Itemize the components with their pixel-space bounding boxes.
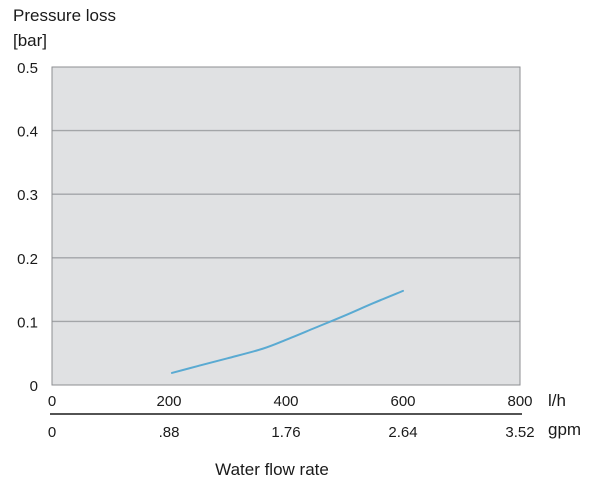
x-tick-labels-lh: 0 200 400 600 800 [48,393,533,410]
x-tick-label-lh: 0 [48,393,56,410]
x-tick-label-gpm: .88 [159,424,180,441]
x-tick-label-lh: 400 [273,393,298,410]
x-tick-label-gpm: 1.76 [271,424,300,441]
y-tick-label: 0.5 [17,60,38,77]
y-tick-labels: 0 0.1 0.2 0.3 0.4 0.5 [17,60,38,395]
x-tick-label-lh: 200 [156,393,181,410]
plot-area [52,67,520,385]
y-axis-unit: [bar] [13,31,47,50]
x-unit-gpm: gpm [548,420,581,439]
x-tick-labels-gpm: 0 .88 1.76 2.64 3.52 [48,424,535,441]
y-tick-label: 0.4 [17,124,38,141]
gridlines [52,129,520,323]
y-tick-label: 0.1 [17,314,38,331]
y-tick-label: 0.3 [17,187,38,204]
x-unit-lh: l/h [548,391,566,410]
series-group [170,289,404,374]
x-tick-label-gpm: 3.52 [505,424,534,441]
x-axis-title: Water flow rate [215,460,329,479]
y-axis-title: Pressure loss [13,6,116,25]
x-tick-label-lh: 600 [390,393,415,410]
x-tick-label-lh: 800 [507,393,532,410]
plot-frame [51,66,521,386]
series-line-0 [170,289,404,374]
y-tick-label: 0.2 [17,251,38,268]
x-tick-label-gpm: 2.64 [388,424,417,441]
x-tick-label-gpm: 0 [48,424,56,441]
y-tick-label: 0 [30,378,38,395]
